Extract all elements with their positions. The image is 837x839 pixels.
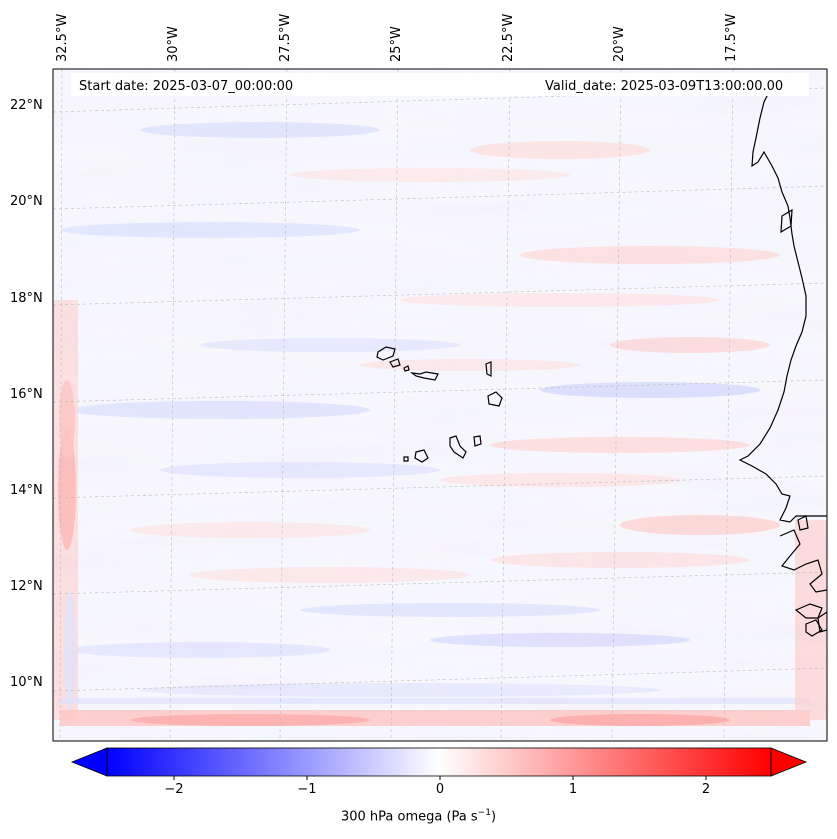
- colorbar-body: [106, 747, 772, 777]
- colorbar: [70, 747, 808, 780]
- colorbar-tick-label: 0: [435, 782, 445, 797]
- lon-label-17-5w: 17.5°W: [724, 13, 739, 62]
- lat-label-22n: 22°N: [10, 98, 43, 113]
- island-boa-vista: [487, 391, 503, 407]
- lat-label-10n: 10°N: [10, 675, 43, 690]
- lat-label-14n: 14°N: [10, 483, 43, 498]
- colorbar-title-suffix: ): [490, 809, 497, 825]
- island-santiago: [449, 435, 467, 459]
- island-brava: [403, 456, 409, 462]
- lon-label-20w: 20°W: [612, 26, 627, 62]
- colorbar-title-superscript: −1: [477, 808, 491, 818]
- map-frame: [52, 68, 828, 742]
- lon-label-22-5w: 22.5°W: [501, 13, 516, 62]
- colorbar-extend-low: [70, 747, 108, 777]
- map-panel: [53, 69, 827, 741]
- colorbar-ticks: [173, 776, 707, 780]
- coastline: [376, 89, 827, 637]
- island-santa-luzia: [403, 365, 410, 372]
- island-fogo: [414, 449, 429, 463]
- colorbar-title-text: 300 hPa omega (Pa s: [340, 809, 478, 825]
- island-sao-nicolau: [409, 371, 439, 381]
- start-date-label: Start date: 2025-03-07_00:00:00: [79, 79, 294, 94]
- header-banner: [71, 73, 809, 96]
- lon-label-32-5w: 32.5°W: [55, 13, 70, 62]
- lat-label-20n: 20°N: [10, 194, 43, 209]
- lat-label-18n: 18°N: [10, 291, 43, 306]
- lat-label-16n: 16°N: [10, 387, 43, 402]
- colorbar-tick-label: −2: [164, 782, 184, 797]
- island-sal: [485, 361, 492, 377]
- omega-field: [53, 69, 827, 741]
- lon-label-25w: 25°W: [389, 26, 404, 62]
- lat-label-12n: 12°N: [10, 579, 43, 594]
- graticule: [53, 69, 827, 741]
- colorbar-tick-label: −1: [297, 782, 317, 797]
- lon-label-27-5w: 27.5°W: [278, 13, 293, 62]
- colorbar-tick-label: 2: [701, 782, 711, 797]
- island-santo-antao: [376, 346, 396, 361]
- island-maio: [473, 435, 482, 447]
- valid-date-label: Valid_date: 2025-03-09T13:00:00.00: [545, 79, 784, 94]
- colorbar-title: 300 hPa omega (Pa s−1): [0, 808, 837, 824]
- island-sao-vicente: [389, 358, 401, 368]
- colorbar-extend-high: [770, 747, 808, 777]
- lon-label-30w: 30°W: [166, 26, 181, 62]
- colorbar-tick-label: 1: [568, 782, 578, 797]
